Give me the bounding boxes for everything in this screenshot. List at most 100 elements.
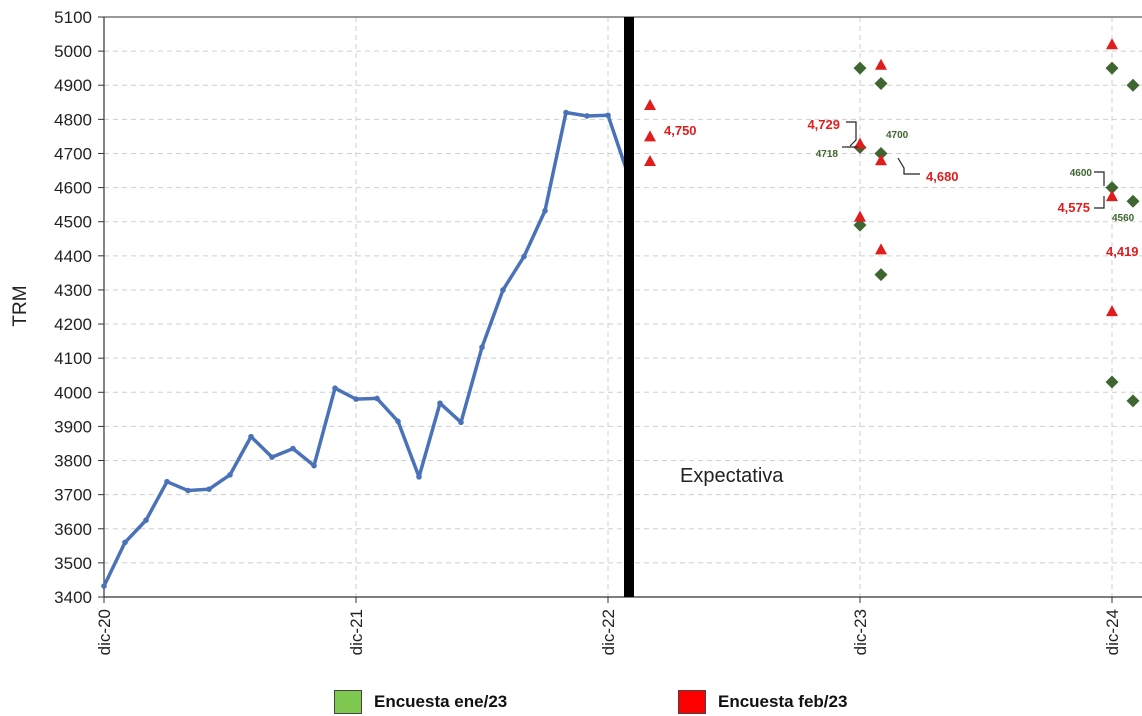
y-tick-label: 4100 [54,349,92,368]
survey-jan-point [1126,394,1140,408]
data-label: 4,575 [1057,200,1090,215]
data-label: 4700 [886,130,909,141]
survey-feb-point [1106,305,1118,317]
historical-point [143,517,149,524]
y-tick-label: 3600 [54,520,92,539]
survey-feb-point [1106,38,1118,50]
x-tick-label: dic-24 [1103,609,1122,655]
survey-jan-point [1105,181,1119,195]
survey-feb-point [875,58,887,70]
survey-jan-point [1126,78,1140,92]
historical-point [437,400,443,407]
survey-feb-point [854,210,866,222]
historical-point [122,539,128,546]
y-axis-label: TRM [10,285,31,326]
data-label: 4,750 [664,123,697,138]
annotations-layer: 4,750 4,729 4718 4700 4,680 4600 4,575 4560 4,41… [664,117,1139,259]
y-tick-label: 4900 [54,76,92,95]
survey-jan-point [874,268,888,282]
marker-layer [644,38,1140,408]
data-label: 4,680 [926,169,959,184]
y-tick-label: 4300 [54,281,92,300]
survey-jan-point [1105,61,1119,75]
survey-feb-point [644,99,656,111]
survey-feb-point [854,137,866,149]
historical-point [521,253,527,260]
historical-point [542,207,548,214]
x-axis-ticks: dic-20 dic-21 dic-22 dic-23 dic-24 [95,597,1122,655]
historical-point [605,112,611,119]
grid-lines [104,16,1142,597]
y-tick-label: 4800 [54,110,92,129]
historical-point [353,396,359,402]
data-label: 4,729 [807,117,840,132]
historical-point [395,418,401,425]
historical-point [374,395,380,402]
data-label: 4718 [816,149,839,160]
historical-point [479,344,485,351]
y-tick-label: 4600 [54,179,92,198]
expectation-divider [624,17,634,597]
historical-point [290,445,296,452]
y-tick-label: 4500 [54,213,92,232]
historical-point [227,472,233,478]
y-axis-ticks: 3400 3500 3600 3700 3800 3900 4000 4100 4200 4300… [54,8,104,607]
survey-feb-point [875,154,887,166]
historical-point [164,478,170,485]
historical-point [563,109,569,116]
survey-feb-point [875,243,887,255]
y-tick-label: 4700 [54,144,92,163]
legend-label-feb: Encuesta feb/23 [718,692,848,711]
historical-point [311,462,317,469]
historical-point [101,583,107,589]
y-tick-label: 4200 [54,315,92,334]
survey-jan-point [874,77,888,91]
y-tick-label: 3800 [54,452,92,471]
historical-point [458,419,464,426]
data-label: 4600 [1070,168,1093,179]
legend-item-ene: Encuesta ene/23 [334,688,507,716]
annotation-leader [846,121,857,147]
data-label: 4560 [1112,213,1135,224]
legend-swatch-feb [678,690,706,714]
historical-point [269,454,275,460]
legend-item-feb: Encuesta feb/23 [678,688,847,716]
survey-jan-point [874,146,888,160]
expectation-label: Expectativa [680,465,784,487]
y-tick-label: 5000 [54,42,92,61]
historical-point [248,433,254,440]
data-label: 4,419 [1106,244,1139,259]
plot-frame [103,16,1142,598]
annotation-leader [897,157,920,175]
y-tick-label: 3400 [54,588,92,607]
legend-label-ene: Encuesta ene/23 [374,692,508,711]
annotation-leader [1094,171,1105,186]
historical-point [500,287,506,293]
x-tick-label: dic-23 [851,609,870,655]
historical-point [332,385,338,392]
y-tick-label: 5100 [54,8,92,27]
survey-jan-point [1105,375,1119,389]
y-tick-label: 4400 [54,247,92,266]
y-tick-label: 3900 [54,417,92,436]
survey-feb-point [1106,190,1118,202]
legend-swatch-ene [334,690,362,714]
survey-feb-point [644,154,656,166]
y-tick-label: 3700 [54,486,92,505]
y-tick-label: 3500 [54,554,92,573]
y-tick-label: 4000 [54,383,92,402]
historical-point [206,486,212,492]
x-tick-label: dic-20 [95,609,114,655]
historical-trm-line [102,110,631,587]
survey-jan-point [853,61,867,75]
x-tick-label: dic-22 [599,609,618,655]
survey-jan-point [853,218,867,232]
historical-point [584,113,590,119]
x-tick-label: dic-21 [347,609,366,655]
survey-feb-point [644,130,656,142]
annotation-leader [1094,196,1105,209]
historical-point [416,474,422,480]
historical-point [185,487,191,494]
survey-jan-point [1126,194,1140,208]
